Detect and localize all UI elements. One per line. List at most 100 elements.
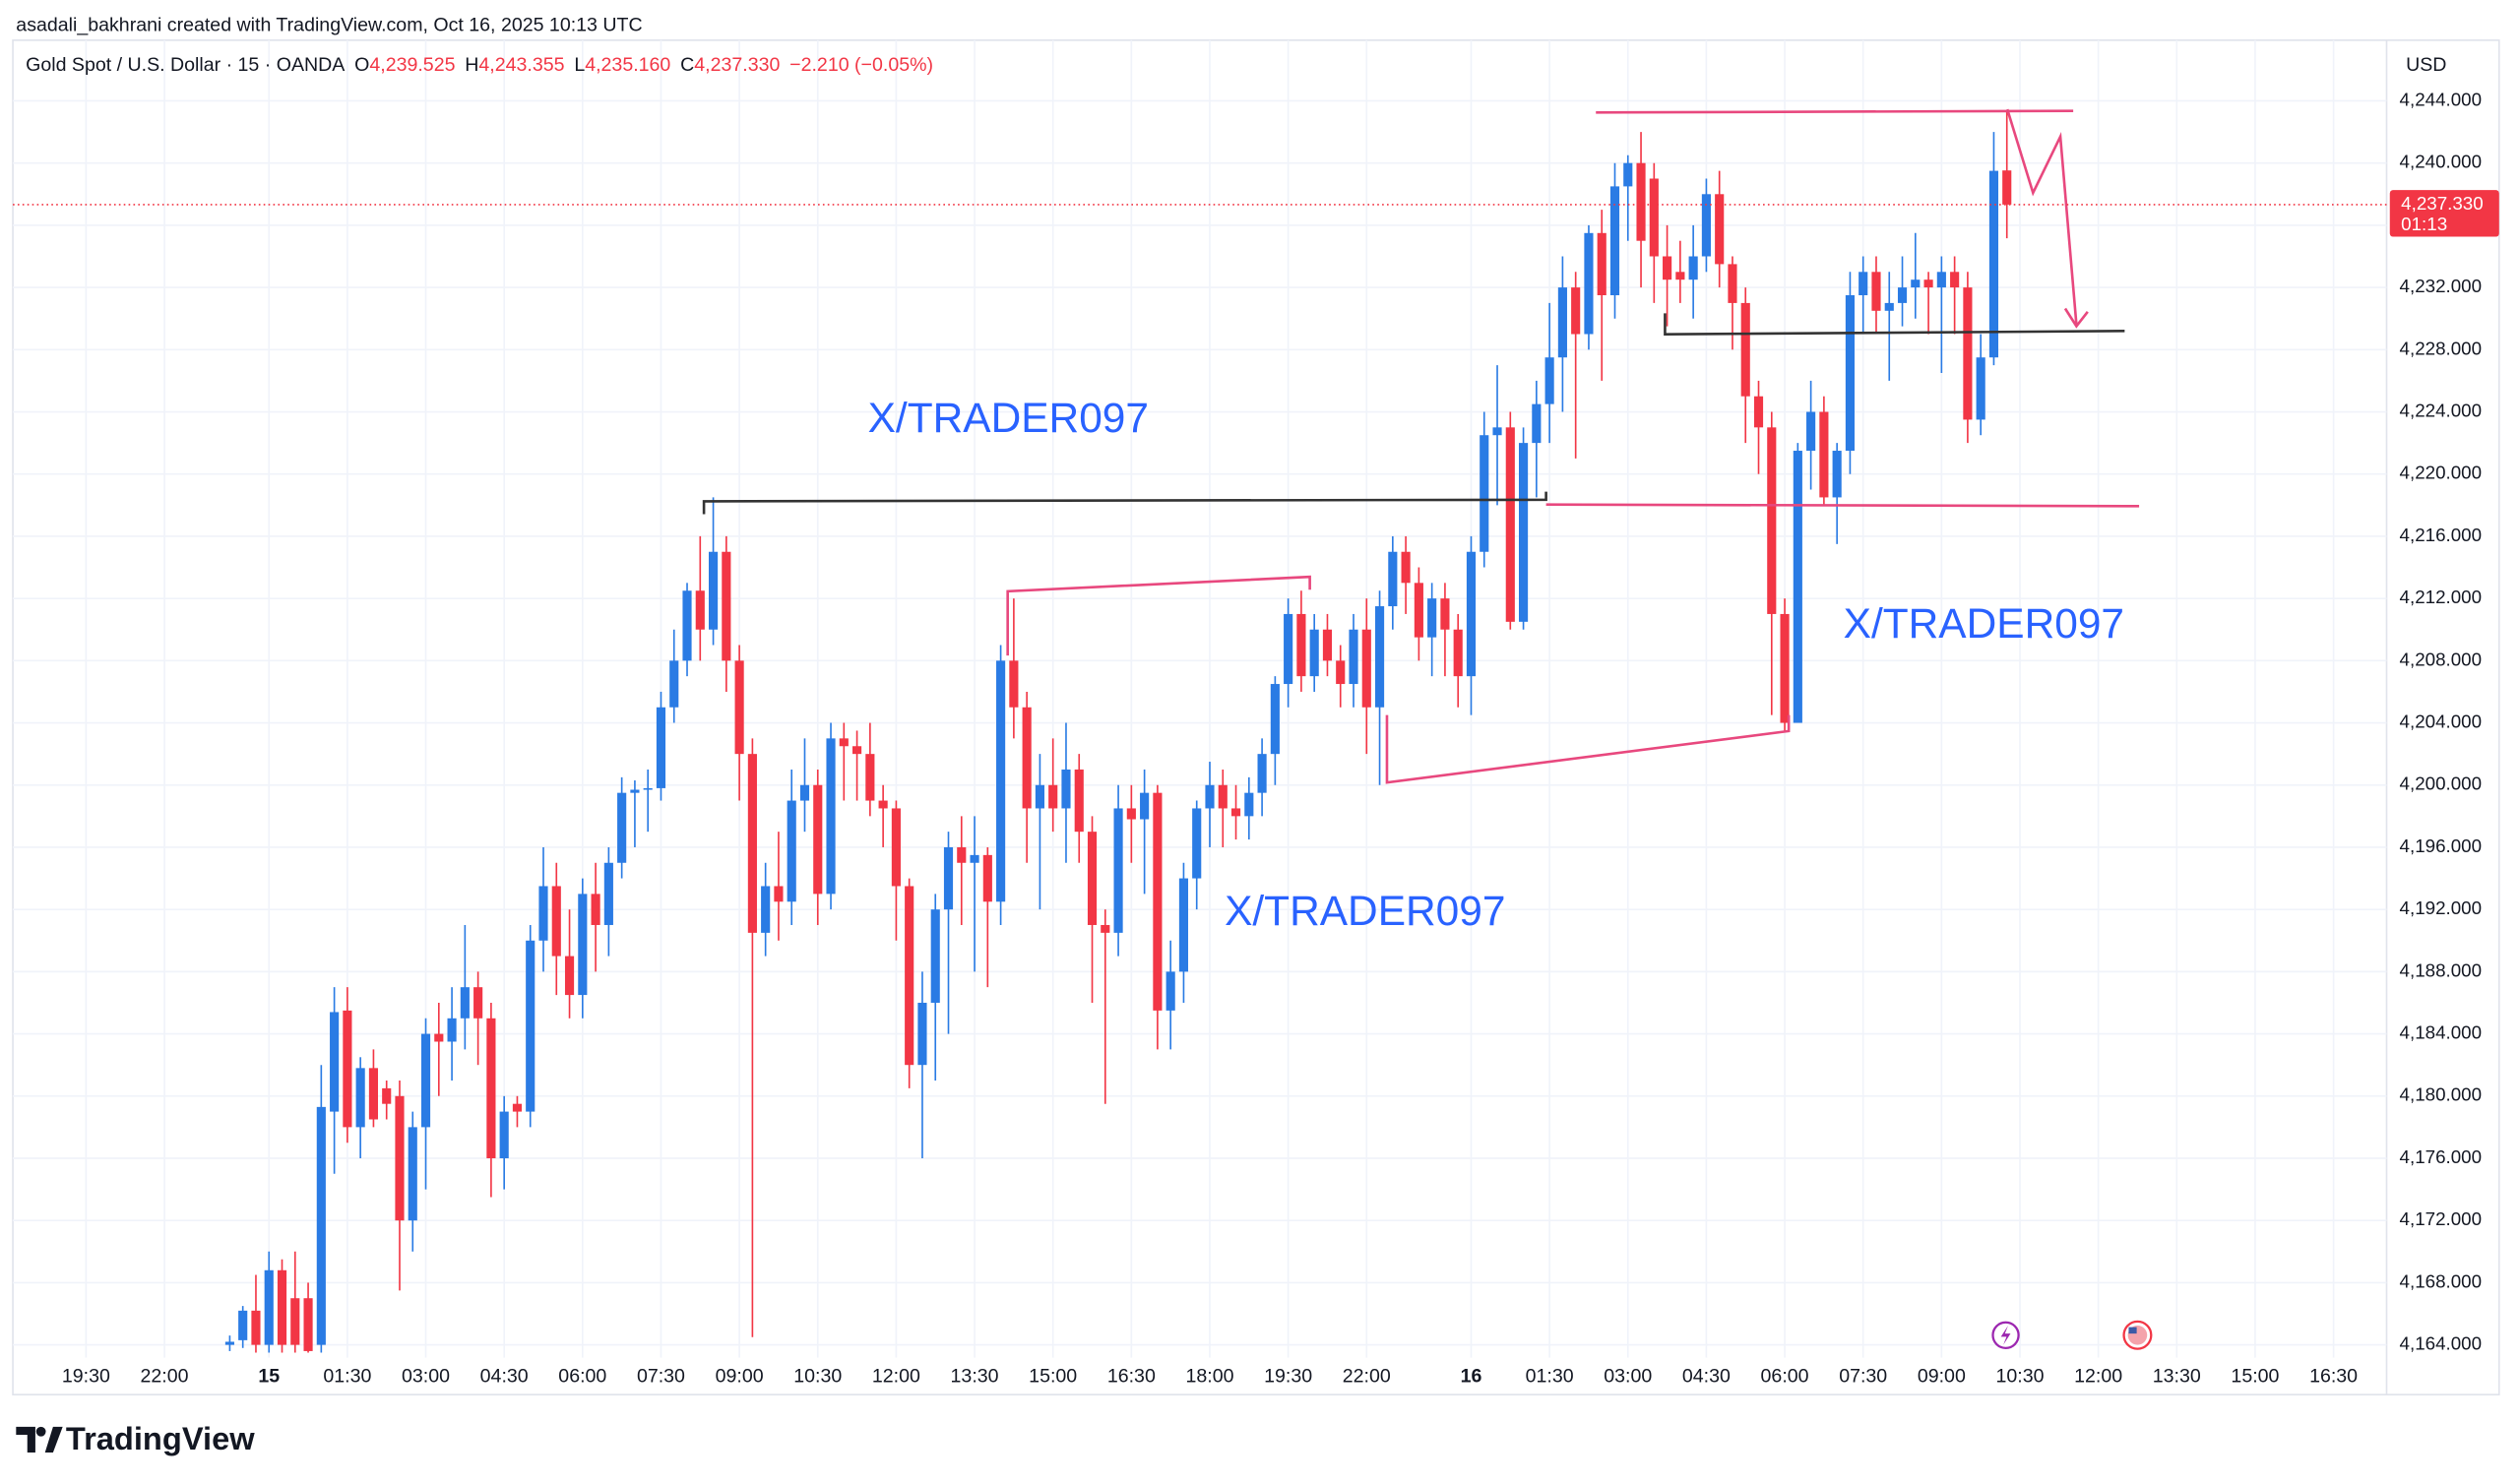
candle-body: [1035, 784, 1044, 809]
candle-body: [1923, 279, 1933, 288]
candle-body: [1897, 287, 1908, 303]
candle-body: [1061, 769, 1071, 809]
x-tick-label: 13:30: [2153, 1365, 2201, 1387]
flag-canton[interactable]: [2128, 1327, 2137, 1334]
y-tick-label: 4,204.000: [2400, 711, 2482, 732]
last-price-label: 4,237.330: [2401, 193, 2483, 214]
candle-body: [799, 784, 810, 801]
y-tick-label: 4,240.000: [2400, 152, 2482, 172]
x-tick-label: 13:30: [951, 1365, 999, 1387]
candle-body: [603, 862, 613, 925]
candle-body: [1270, 684, 1280, 755]
logo-mark: [16, 1426, 35, 1453]
y-tick-label: 4,228.000: [2400, 338, 2482, 358]
trend-line: [1596, 109, 2074, 114]
candle-body: [303, 1298, 313, 1351]
economic-event[interactable]: [2122, 1320, 2153, 1350]
candle-body: [957, 846, 967, 863]
y-tick-label: 4,232.000: [2400, 276, 2482, 296]
y-tick-label: 4,180.000: [2400, 1084, 2482, 1105]
candle-body: [1466, 551, 1477, 677]
candle-body: [238, 1310, 248, 1340]
candle-body: [1166, 971, 1175, 1011]
candle-body: [434, 1033, 444, 1042]
candle-body: [290, 1298, 300, 1345]
candle-body: [1819, 411, 1829, 498]
candle-body: [512, 1103, 523, 1112]
candle-body: [1349, 629, 1358, 685]
candle-body: [1244, 792, 1254, 817]
candle-body: [1218, 784, 1228, 809]
x-tick-label: 15: [258, 1365, 280, 1387]
annotation: X/TRADER097: [1844, 600, 2124, 647]
trend-line: [1385, 714, 1791, 784]
candle-body: [905, 886, 914, 1066]
candle-body: [1440, 598, 1450, 630]
x-tick-label: 10:30: [1995, 1365, 2044, 1387]
x-tick-label: 10:30: [793, 1365, 842, 1387]
x-tick-label: 16:30: [2309, 1365, 2358, 1387]
y-tick-label: 4,192.000: [2400, 897, 2482, 918]
candle-body: [420, 1033, 431, 1128]
x-tick-label: 06:00: [1761, 1365, 1809, 1387]
candle-body: [1806, 411, 1816, 452]
annotation: X/TRADER097: [1225, 888, 1505, 934]
x-tick-label: 15:00: [1029, 1365, 1077, 1387]
candle-body: [1284, 613, 1293, 685]
candle-body: [578, 894, 588, 996]
candle-body: [996, 660, 1006, 902]
annotation: X/TRADER097: [868, 395, 1149, 441]
candle-body: [1871, 272, 1881, 311]
candle-body: [695, 590, 705, 630]
arrow-head: [2063, 307, 2089, 329]
candle-body: [1074, 769, 1084, 833]
x-tick-label: 04:30: [1682, 1365, 1731, 1387]
candle-body: [1322, 629, 1333, 661]
x-tick-label: 03:00: [1604, 1365, 1652, 1387]
candle-body: [1988, 170, 1999, 358]
candle-body: [1688, 256, 1698, 280]
event-icon[interactable]: [1991, 1321, 2020, 1349]
candle-body: [774, 886, 784, 902]
y-tick-label: 4,220.000: [2400, 463, 2482, 483]
candle-body: [1113, 808, 1123, 933]
candle-body: [878, 800, 888, 809]
legend-key: C: [680, 54, 694, 76]
candle-body: [499, 1111, 509, 1158]
candle-body: [1336, 660, 1346, 685]
y-tick-label: 4,244.000: [2400, 89, 2482, 109]
candle-body: [264, 1269, 274, 1345]
candle-body: [1492, 427, 1502, 436]
candle-body: [591, 894, 600, 925]
candle-body: [251, 1310, 261, 1345]
axes: 4,164.000 4,168.000 4,172.000 4,176.000 4,18…: [13, 89, 2499, 1387]
candle-body: [669, 660, 679, 708]
legend-value: 4,239.525: [369, 54, 455, 76]
candle-body: [747, 754, 757, 933]
x-tick-label: 04:30: [480, 1365, 529, 1387]
candle-body: [1126, 808, 1136, 820]
candle-body: [1388, 551, 1398, 607]
symbol-legend: Gold Spot / U.S. Dollar · 15 · OANDA O4,2…: [26, 54, 933, 76]
y-tick-label: 4,188.000: [2400, 959, 2482, 980]
lightning[interactable]: [2000, 1325, 2011, 1345]
x-tick-label: 12:00: [872, 1365, 920, 1387]
candle-body: [1584, 232, 1594, 335]
symbol-title: Gold Spot / U.S. Dollar · 15 · OANDA: [26, 54, 346, 76]
currency: USD: [2406, 54, 2446, 76]
candle-body: [656, 707, 666, 788]
candle-body: [1663, 256, 1672, 280]
legend-value: 4,243.355: [478, 54, 564, 76]
candle-body: [1480, 435, 1489, 552]
candle-body: [1609, 186, 1620, 296]
candle-body: [852, 746, 862, 755]
x-tick-label: 19:30: [62, 1365, 110, 1387]
candle-body: [630, 789, 640, 793]
author-line: asadali_bakhrani created with TradingVie…: [16, 14, 642, 35]
candle-body: [1505, 427, 1515, 622]
candle-body: [617, 792, 627, 863]
y-tick-label: 4,164.000: [2400, 1333, 2482, 1354]
candle-body: [1427, 598, 1437, 638]
